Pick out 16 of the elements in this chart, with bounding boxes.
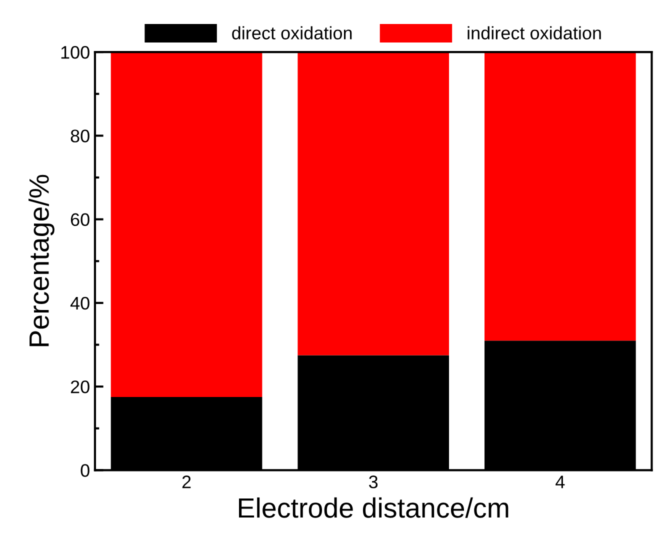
y-tick-label: 100: [61, 46, 90, 59]
bar: [484, 52, 636, 341]
x-axis-title: Electrode distance/cm: [239, 497, 508, 518]
bar: [110, 52, 262, 398]
y-tick-label: 0: [80, 464, 90, 477]
x-tick-label: 3: [369, 476, 378, 488]
y-tick-label: 60: [70, 213, 90, 226]
bar: [298, 52, 450, 356]
y-axis-title: Percentage/%: [28, 174, 54, 346]
x-tick-label: 4: [556, 476, 565, 488]
legend-label: direct oxidation: [232, 26, 352, 40]
x-tick-label: 2: [182, 476, 191, 488]
y-tick-label: 20: [70, 380, 90, 394]
y-tick-label: 80: [70, 130, 90, 142]
y-tick-label: 40: [70, 296, 90, 310]
legend-label: indirect oxidation: [468, 26, 601, 40]
